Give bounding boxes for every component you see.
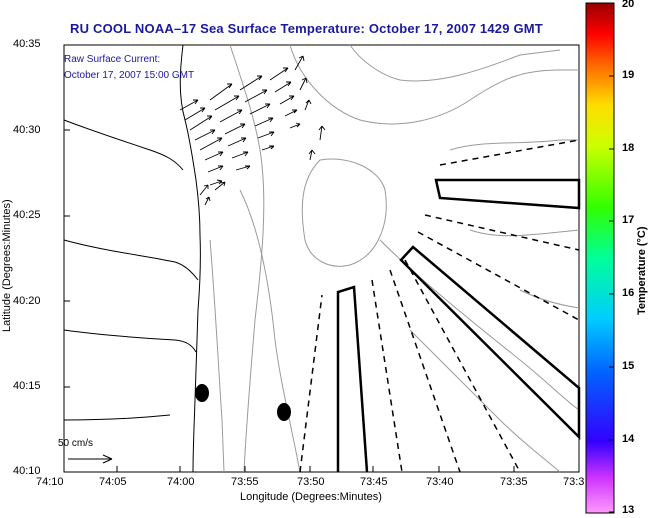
- y-tick-label: 40:15: [13, 380, 41, 392]
- y-tick-label: 40:25: [13, 209, 41, 221]
- scale-arrow: [68, 454, 113, 464]
- x-tick-label: 73:55: [231, 476, 259, 488]
- station-marker: [277, 403, 291, 421]
- coastline: [63, 44, 201, 473]
- x-tick-label: 73:50: [297, 476, 325, 488]
- colorbar: [585, 2, 615, 514]
- current-arrows: [179, 55, 326, 206]
- x-tick-label: 73:3: [563, 476, 585, 488]
- axis-ticks: [63, 44, 580, 473]
- radar-dashed-lines: [299, 139, 580, 473]
- station-marker: [195, 384, 209, 402]
- y-tick-label: 40:30: [13, 124, 41, 136]
- y-axis-label: Latitude (Degrees:Minutes): [1, 199, 13, 332]
- colorbar-tick-label: 13: [622, 504, 635, 516]
- colorbar-tick-label: 17: [622, 214, 635, 226]
- x-tick-label: 73:45: [360, 476, 388, 488]
- colorbar-tick-label: 18: [622, 142, 635, 154]
- colorbar-tick-label: 20: [622, 0, 635, 10]
- y-tick-label: 40:20: [13, 295, 41, 307]
- colorbar-tick-label: 19: [622, 69, 635, 81]
- x-tick-label: 73:35: [500, 476, 528, 488]
- legend-line-1: Raw Surface Current:: [64, 54, 161, 65]
- colorbar-tick-label: 15: [622, 360, 635, 372]
- x-tick-label: 74:05: [99, 476, 127, 488]
- y-tick-label: 40:35: [13, 38, 41, 50]
- figure-title: RU COOL NOAA–17 Sea Surface Temperature:…: [70, 21, 543, 36]
- colorbar-tick-label: 16: [622, 287, 635, 299]
- colorbar-tick-label: 14: [622, 433, 635, 445]
- legend-line-2: October 17, 2007 15:00 GMT: [64, 70, 195, 81]
- colorbar-ticks: [609, 2, 614, 513]
- plot-frame: [63, 44, 580, 473]
- radar-beam-outlines: [336, 178, 581, 473]
- y-tick-label: 40:10: [13, 465, 41, 477]
- x-tick-label: 74:00: [167, 476, 195, 488]
- scale-label: 50 cm/s: [58, 438, 94, 449]
- bathymetry-contours: [209, 44, 580, 473]
- colorbar-label: Temperature (°C): [636, 226, 648, 315]
- x-tick-label: 73:40: [426, 476, 454, 488]
- x-tick-label: 74:10: [36, 476, 64, 488]
- x-axis-label: Longitude (Degrees:Minutes): [240, 491, 382, 503]
